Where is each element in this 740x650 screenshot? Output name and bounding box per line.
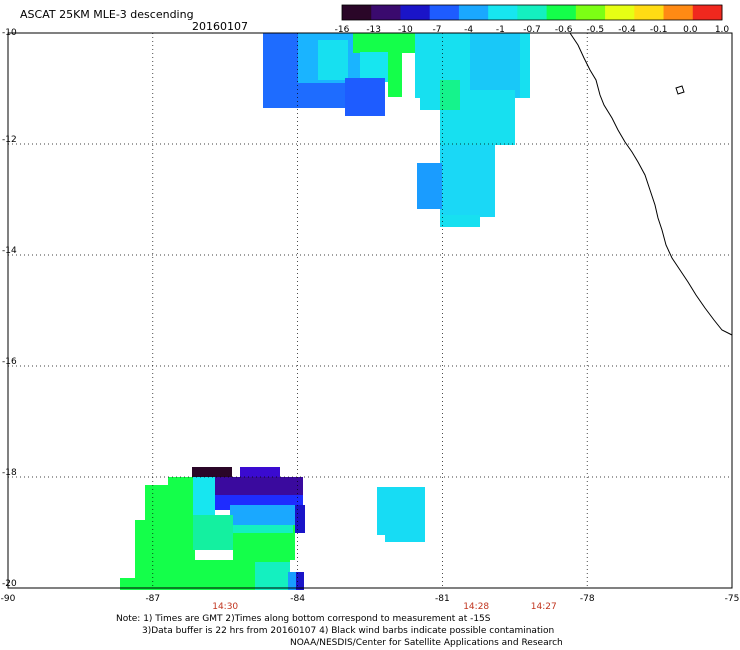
colorbar-frame: [341, 4, 723, 21]
colorbar-swatch: [546, 5, 577, 20]
data-swaths: [120, 33, 530, 590]
y-tick-label: -20: [2, 579, 17, 589]
axis-tick-labels: -90 -87 -84 -81 -78 -75 -10 -12 -14 -16 -18 -20: [1, 28, 740, 604]
colorbar-label: -4: [464, 25, 473, 35]
y-tick-label: -18: [2, 468, 17, 478]
colorbar-swatch: [371, 5, 401, 20]
colorbar-label: -1: [496, 25, 505, 35]
colorbar-label: -13: [366, 25, 381, 35]
time-labels: 14:30 14:28 14:27: [212, 602, 556, 610]
map-title: ASCAT 25KM MLE-3 descending: [20, 8, 194, 21]
x-tick-label: -78: [580, 594, 595, 604]
colorbar-swatch: [488, 5, 518, 20]
colorbar-swatch: [400, 5, 431, 20]
colorbar-swatch: [634, 5, 665, 20]
colorbar-label: 0.0: [683, 25, 698, 35]
lat-lon-grid: [8, 33, 732, 588]
mle-map: -16 -13 -10 -7 -4 -1 -0.7 -0.6 -0.5 -0.4 -0.1 0.0 1.…: [1, 4, 740, 610]
x-tick-label: -81: [435, 594, 450, 604]
coastline: [569, 32, 733, 336]
colorbar-swatch: [458, 5, 489, 20]
colorbar-label: -0.6: [555, 25, 573, 35]
time-label: 14:27: [531, 602, 557, 610]
y-tick-label: -10: [2, 28, 17, 38]
note-line-1: Note: 1) Times are GMT 2)Times along bot…: [116, 614, 491, 624]
colorbar-swatch: [692, 5, 723, 20]
colorbar-label: -10: [398, 25, 413, 35]
x-tick-label: -75: [725, 594, 740, 604]
island: [675, 85, 685, 95]
colorbar-label: 1.0: [715, 25, 730, 35]
colorbar-swatch: [517, 5, 548, 20]
colorbar-swatch: [663, 5, 694, 20]
colorbar-label: -7: [433, 25, 442, 35]
map-date: 20160107: [192, 20, 248, 33]
colorbar-label: -0.1: [650, 25, 668, 35]
colorbar-swatch: [342, 5, 372, 20]
colorbar-swatch: [575, 5, 606, 20]
note-line-2: 3)Data buffer is 22 hrs from 20160107 4)…: [142, 626, 555, 636]
x-tick-label: -90: [1, 594, 16, 604]
colorbar-swatch: [429, 5, 460, 20]
x-tick-label: -87: [145, 594, 160, 604]
x-tick-label: -84: [290, 594, 305, 604]
colorbar-label: -16: [335, 25, 350, 35]
map-frame: [7, 32, 733, 589]
note-line-3: NOAA/NESDIS/Center for Satellite Applica…: [290, 638, 563, 648]
colorbar-label: -0.7: [523, 25, 541, 35]
colorbar-label: -0.4: [618, 25, 636, 35]
y-tick-label: -16: [2, 357, 17, 367]
y-tick-label: -12: [2, 135, 17, 145]
colorbar-swatch: [605, 5, 635, 20]
y-tick-label: -14: [2, 246, 17, 256]
time-label: 14:30: [212, 602, 238, 610]
colorbar: -16 -13 -10 -7 -4 -1 -0.7 -0.6 -0.5 -0.4 -0.1 0.0 1.…: [335, 4, 730, 35]
time-label: 14:28: [463, 602, 489, 610]
colorbar-label: -0.5: [587, 25, 605, 35]
